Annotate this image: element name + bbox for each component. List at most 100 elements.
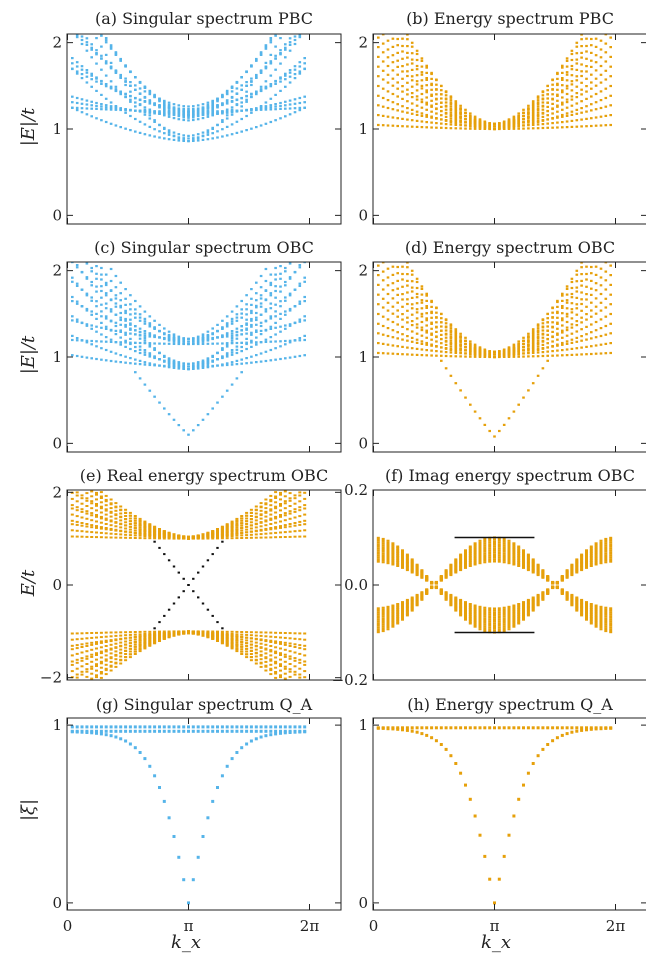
band-point xyxy=(148,342,152,345)
band-point xyxy=(604,69,608,72)
band-point xyxy=(240,532,244,535)
band-point xyxy=(570,95,574,98)
band-point xyxy=(201,109,205,112)
band-point xyxy=(85,657,89,660)
band-point xyxy=(401,97,404,100)
band-point xyxy=(269,631,273,634)
band-point xyxy=(264,515,268,518)
band-point xyxy=(129,313,132,316)
band-point xyxy=(220,527,224,530)
band-point xyxy=(124,309,127,312)
band-point xyxy=(396,549,400,552)
band-point xyxy=(230,363,234,366)
band-point xyxy=(80,270,84,274)
band-point xyxy=(259,639,263,642)
band-point xyxy=(70,638,74,641)
band-point xyxy=(133,517,137,520)
band-point xyxy=(100,119,103,122)
band-point xyxy=(254,526,258,529)
band-point xyxy=(109,329,113,332)
band-point xyxy=(415,280,419,284)
band-point xyxy=(303,535,307,538)
band-point xyxy=(391,273,395,276)
band-point xyxy=(410,79,414,82)
band-point xyxy=(298,509,302,512)
band-point xyxy=(138,532,142,535)
band-point xyxy=(396,554,400,557)
band-point xyxy=(410,92,414,95)
band-point xyxy=(570,104,574,107)
band-point xyxy=(148,537,152,540)
band-point xyxy=(85,650,89,653)
band-point xyxy=(129,94,132,98)
band-point xyxy=(444,94,448,97)
band-point xyxy=(469,355,472,358)
band-point xyxy=(473,124,477,127)
band-point xyxy=(590,44,593,47)
band-point xyxy=(585,318,588,321)
band-point xyxy=(284,78,287,81)
band-point xyxy=(75,264,79,267)
band-point xyxy=(502,540,506,543)
band-point xyxy=(235,534,239,537)
band-point xyxy=(124,361,127,364)
band-point xyxy=(167,630,171,633)
band-point xyxy=(405,555,409,558)
band-point xyxy=(493,629,496,632)
band-point xyxy=(148,632,152,635)
band-point xyxy=(469,348,472,351)
band-point xyxy=(585,345,588,348)
band-point xyxy=(153,334,156,337)
band-point xyxy=(580,38,583,41)
band-point xyxy=(575,45,579,48)
band-point xyxy=(240,515,244,517)
band-point xyxy=(444,329,448,332)
band-point xyxy=(95,325,98,328)
band-point xyxy=(128,525,132,528)
band-point xyxy=(99,531,103,534)
band-point xyxy=(163,327,166,330)
band-point xyxy=(220,640,224,643)
band-point xyxy=(288,69,292,72)
band-point xyxy=(410,608,414,611)
band-point xyxy=(225,639,229,642)
band-point xyxy=(75,520,79,523)
band-point xyxy=(522,618,525,621)
band-point xyxy=(124,339,127,342)
band-point xyxy=(129,357,132,360)
band-point xyxy=(109,532,113,535)
band-point xyxy=(221,342,224,345)
band-point xyxy=(269,667,273,670)
band-point xyxy=(279,345,282,348)
band-point xyxy=(254,655,258,658)
band-point xyxy=(386,617,390,621)
band-point xyxy=(255,329,258,332)
band-point xyxy=(71,295,74,299)
band-point xyxy=(274,105,277,108)
band-point xyxy=(201,138,205,141)
band-point xyxy=(109,660,113,663)
band-point xyxy=(182,362,185,365)
band-point xyxy=(381,306,385,309)
band-point xyxy=(259,654,263,657)
band-point xyxy=(386,318,390,321)
band-point xyxy=(269,307,273,310)
band-point xyxy=(594,61,598,64)
band-point xyxy=(391,352,395,355)
band-point xyxy=(245,347,248,351)
band-point xyxy=(406,34,409,36)
y-axis-label: |E|/t xyxy=(18,335,39,374)
band-point xyxy=(148,639,152,642)
band-point xyxy=(512,548,516,551)
band-point xyxy=(396,301,399,304)
band-point xyxy=(269,500,273,503)
band-point xyxy=(143,522,147,525)
band-point xyxy=(391,61,395,64)
band-point xyxy=(264,536,268,539)
band-point xyxy=(556,83,559,87)
band-point xyxy=(167,336,171,339)
band-point xyxy=(594,37,598,40)
band-point xyxy=(90,512,94,515)
band-point xyxy=(449,323,453,326)
band-point xyxy=(279,658,282,661)
